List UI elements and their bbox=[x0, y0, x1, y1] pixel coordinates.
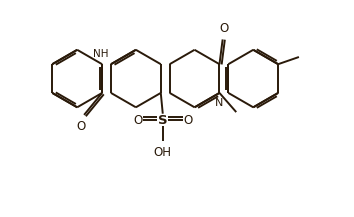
Text: O: O bbox=[183, 113, 193, 127]
Text: N: N bbox=[215, 98, 224, 108]
Text: NH: NH bbox=[93, 49, 108, 59]
Text: O: O bbox=[76, 120, 86, 133]
Text: O: O bbox=[133, 113, 142, 127]
Text: OH: OH bbox=[154, 146, 172, 159]
Text: S: S bbox=[158, 113, 167, 127]
Text: O: O bbox=[219, 22, 229, 35]
